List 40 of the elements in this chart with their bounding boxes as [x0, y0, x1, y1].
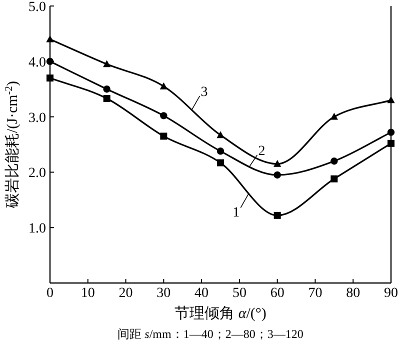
x-tick-label: 60	[270, 286, 284, 301]
x-tick-label: 80	[346, 286, 360, 301]
point	[387, 128, 395, 136]
point	[160, 112, 168, 120]
point	[330, 175, 338, 182]
x-axis-title: 节理倾角 α/(°)	[174, 305, 266, 322]
y-tick-label: 1.0	[28, 222, 46, 237]
x-tick-label: 70	[308, 286, 322, 301]
x-tick-label: 0	[46, 286, 54, 301]
point	[160, 132, 168, 140]
legend-label: 2	[258, 144, 266, 159]
x-tick-label: 90	[384, 286, 398, 301]
point	[103, 86, 110, 93]
point	[103, 60, 111, 68]
point	[274, 212, 281, 219]
x-tick-label: 50	[232, 286, 246, 301]
y-tick-label: 2.0	[28, 166, 46, 182]
x-tick-label: 40	[194, 286, 209, 301]
point	[274, 171, 281, 179]
point	[216, 131, 224, 138]
point	[330, 158, 338, 165]
point	[388, 140, 394, 147]
text: 间距 s/mm：1—40；2—80；3—120	[118, 327, 304, 341]
x-tick-label: 10	[80, 286, 95, 301]
point	[103, 95, 110, 102]
series-label: 1	[232, 206, 240, 221]
point	[274, 160, 282, 167]
point	[46, 74, 54, 82]
x-tick-label: 30	[156, 286, 171, 301]
point	[46, 35, 54, 42]
point	[217, 159, 224, 166]
point	[330, 112, 338, 120]
point	[387, 96, 395, 104]
point	[216, 148, 224, 155]
x-tick-label: 20	[118, 286, 133, 301]
y-tick-label: 4.0	[28, 55, 46, 70]
y-tick-label: 5.0	[28, 0, 46, 15]
point	[160, 82, 168, 90]
y-tick-label: 3.0	[28, 110, 46, 126]
series-label: 3	[200, 84, 208, 100]
